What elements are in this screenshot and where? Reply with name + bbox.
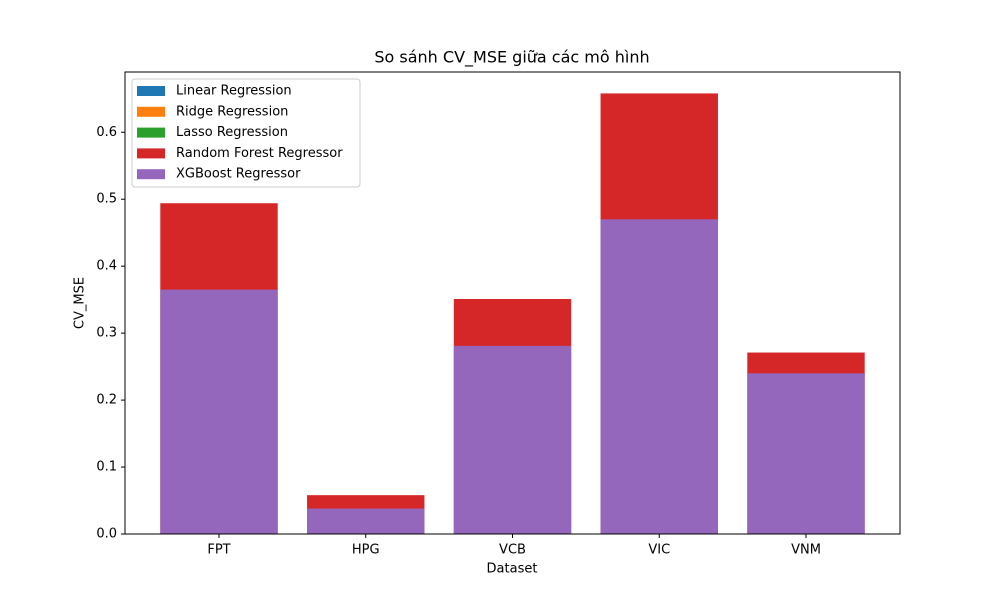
x-tick-label: VIC [648,543,670,558]
plot-frame [124,71,901,535]
y-tick-label: 0.2 [96,393,117,408]
x-tick-label: HPG [352,543,380,558]
x-axis-label: Dataset [487,562,538,577]
bar [160,289,278,534]
y-tick-label: 0.0 [96,527,117,542]
y-tick-label: 0.6 [96,125,117,140]
x-tick-label: VCB [499,543,526,558]
legend-label: Random Forest Regressor [176,146,343,161]
legend-swatch [137,148,165,159]
chart-title: So sánh CV_MSE giữa các mô hình [374,48,649,68]
legend-label: Linear Regression [176,84,292,99]
y-tick-label: 0.1 [96,460,117,475]
legend-swatch [137,86,165,96]
bar [307,508,425,534]
bar [453,345,572,534]
bar [747,373,865,534]
y-tick-label: 0.3 [96,326,117,341]
legend-label: XGBoost Regressor [176,167,301,182]
x-tick-label: VNM [791,543,821,558]
x-tick-label: FPT [207,543,230,558]
y-tick-label: 0.5 [96,192,117,207]
legend-label: Lasso Regression [176,125,288,140]
legend-swatch [137,106,165,117]
legend-swatch [137,169,165,180]
y-axis-label: CV_MSE [73,277,88,329]
legend-swatch [137,127,165,138]
y-tick-label: 0.4 [96,259,117,274]
bar [600,219,718,534]
legend-label: Ridge Regression [176,104,288,119]
legend-box [131,78,361,188]
